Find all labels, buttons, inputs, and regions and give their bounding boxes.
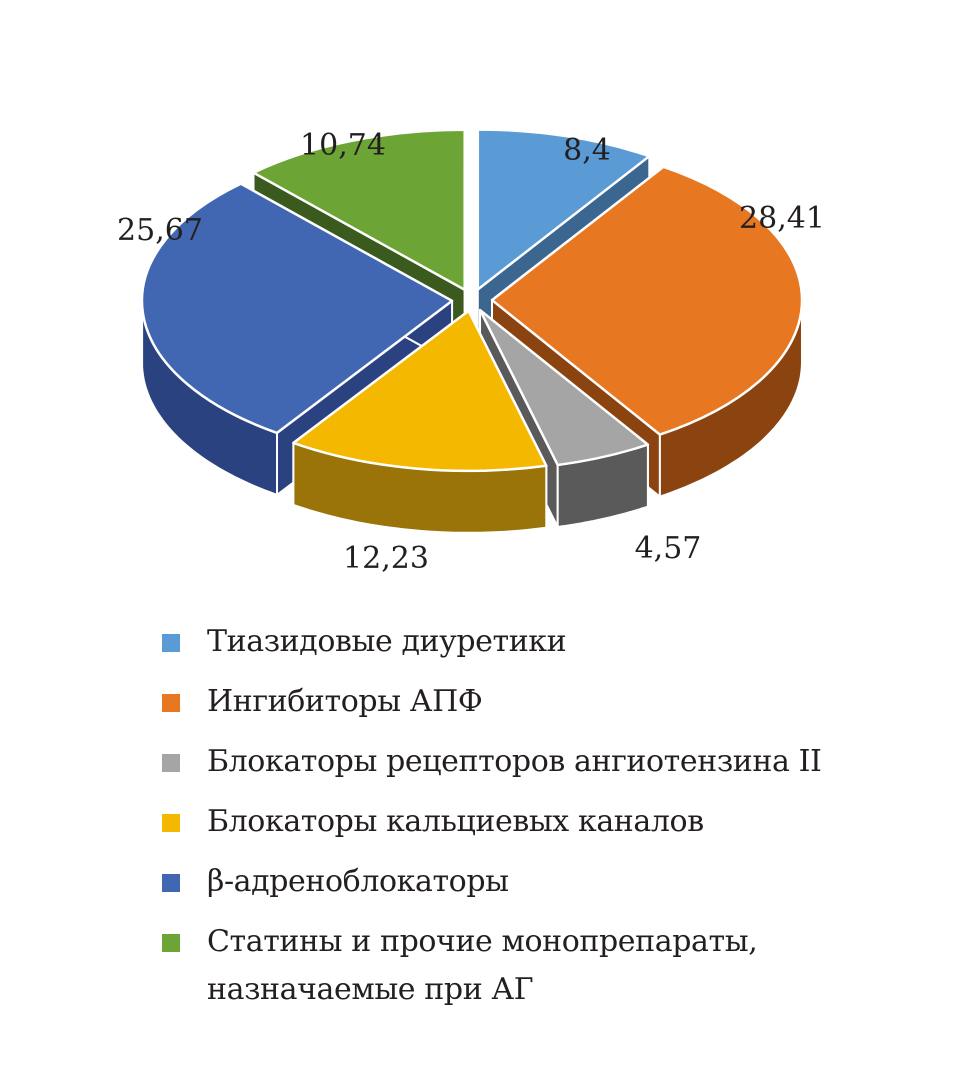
data-label: 4,57 xyxy=(635,531,702,566)
data-label: 12,23 xyxy=(343,541,429,576)
pie-slice xyxy=(292,309,548,534)
legend-item: β-адреноблокаторы xyxy=(162,858,942,906)
data-label: 10,74 xyxy=(300,128,386,163)
legend-label: Статины и прочие монопрепараты, назначае… xyxy=(207,924,758,1007)
legend-item: Блокаторы рецепторов ангиотензина II xyxy=(162,738,942,786)
pie-slice-top xyxy=(292,309,548,473)
pie-slices xyxy=(140,128,804,534)
legend-item: Тиазидовые диуретики xyxy=(162,618,942,666)
legend: Тиазидовые диуретики Ингибиторы АПФ Блокат… xyxy=(162,618,942,1026)
legend-swatch xyxy=(162,934,180,952)
data-label: 25,67 xyxy=(117,213,203,248)
pie-slice-top xyxy=(252,128,466,292)
legend-label: Блокаторы кальциевых каналов xyxy=(207,804,704,839)
legend-item: Статины и прочие монопрепараты, назначае… xyxy=(162,918,942,1014)
pie-slice-top xyxy=(476,128,651,291)
data-label: 28,41 xyxy=(739,201,825,236)
pie-slice-top xyxy=(490,165,804,436)
legend-swatch xyxy=(162,754,180,772)
pie-data-labels: 8,4 28,41 4,57 12,23 25,67 10,74 xyxy=(117,128,825,576)
legend-swatch xyxy=(162,814,180,832)
legend-swatch xyxy=(162,634,180,652)
legend-label: β-адреноблокаторы xyxy=(207,864,509,899)
legend-label: Ингибиторы АПФ xyxy=(207,684,483,719)
pie-slice-top xyxy=(478,308,650,467)
legend-swatch xyxy=(162,874,180,892)
legend-swatch xyxy=(162,694,180,712)
pie-chart: 8,4 28,41 4,57 12,23 25,67 10,74 xyxy=(117,128,825,576)
legend-label: Тиазидовые диуретики xyxy=(207,624,567,659)
pie-slice-top xyxy=(140,182,454,435)
data-label: 8,4 xyxy=(563,133,611,168)
legend-item: Ингибиторы АПФ xyxy=(162,678,942,726)
legend-label: Блокаторы рецепторов ангиотензина II xyxy=(207,744,822,779)
legend-item: Блокаторы кальциевых каналов xyxy=(162,798,942,846)
